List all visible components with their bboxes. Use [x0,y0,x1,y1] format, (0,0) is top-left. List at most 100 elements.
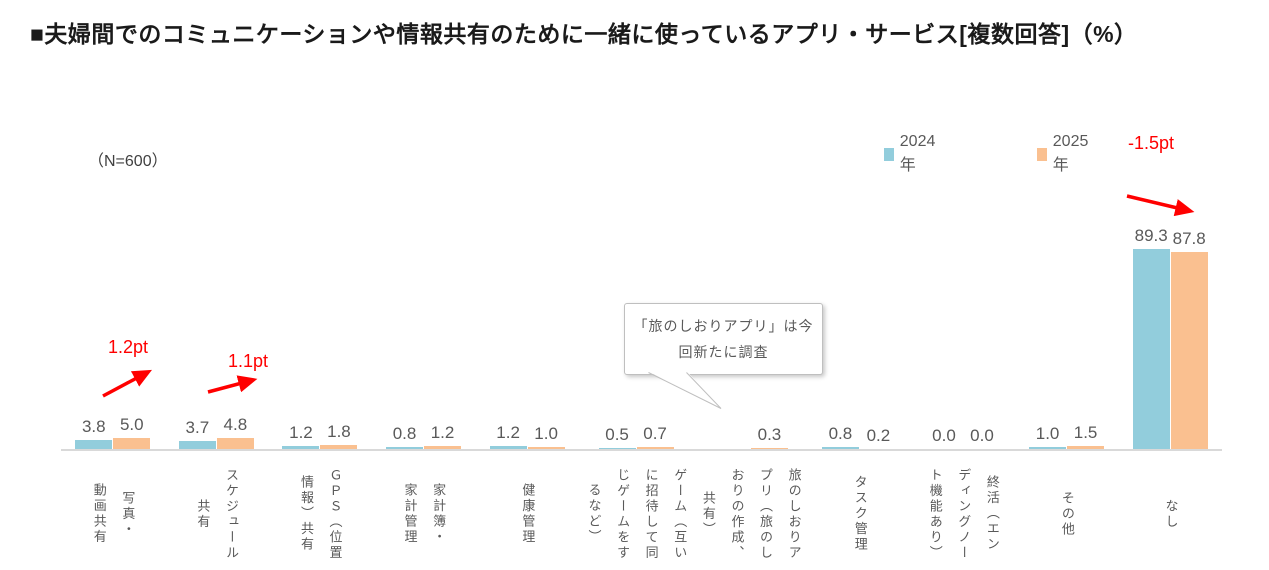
bar-cell-2024: 0.8 [821,424,859,450]
bar-2024 [1029,447,1067,450]
bar-cell-2025: 1.2 [424,423,462,450]
bar-cell-2025: 1.5 [1067,423,1105,450]
value-label-2024: 0.8 [828,424,853,444]
bar-group: 3.8 5.0 写真・ 動画共有 [61,150,165,570]
bar-cell-2025: 5.0 [113,415,151,450]
bar-2024 [282,446,320,450]
bar-group: 1.0 1.5 その他 [1015,150,1119,570]
bar-pair: 1.2 1.0 [475,150,579,450]
bar-group: 89.3 87.8 なし [1118,150,1222,570]
legend-label-2025: 2025年 [1052,133,1089,174]
bar-group: 0.0 0.0 終活（エン ディングノー ト機能あり） [911,150,1015,570]
category-label-wrap: なし [1118,458,1222,570]
category-label-wrap: 家計簿・ 家計管理 [372,458,476,570]
bar-cell-2024: 1.0 [1029,424,1067,450]
bar-2024 [75,440,113,450]
bar-group: 0.8 1.2 家計簿・ 家計管理 [372,150,476,570]
value-label-2024: 0.5 [605,425,629,445]
bar-pair: 89.3 87.8 [1118,150,1222,450]
value-label-2024: 1.0 [1035,424,1060,444]
bar-pair: 0.0 0.0 [911,150,1015,449]
bar-cell-2025: 0.3 [750,425,788,450]
bar-2024 [386,447,424,450]
bar-cell-2024: 1.2 [282,423,320,450]
bar-pair: 0.5 0.7 [579,150,693,450]
bar-pair: 3.7 4.8 [165,150,269,450]
category-label: 写真・ 動画共有 [91,483,136,546]
legend-swatch-2024 [884,147,894,161]
category-label-wrap: ＧＰＳ（位置 情報）共有 [268,458,372,570]
bar-cell-2024: 3.8 [75,417,113,450]
value-label-2025: 0.0 [970,426,994,446]
sample-size-note: （N=600） [88,153,168,170]
value-label-2025: 4.8 [223,415,248,435]
bar-2025 [1170,252,1208,450]
bar-cell-2025: 1.8 [320,422,358,450]
category-label: 家計簿・ 家計管理 [402,483,447,546]
bar-group: 0.5 0.7 ゲーム（互い に招待して同 じゲームをす るなど） [579,150,693,570]
bar-pair: 0.8 0.2 [808,150,912,450]
page-title: ■夫婦間でのコミュニケーションや情報共有のために一緒に使っているアプリ・サービス… [30,21,1138,47]
bar-2025 [216,438,254,450]
bar-2025 [527,447,565,450]
category-label-wrap: 旅のしおりア プリ（旅のし おりの作成、 共有） [693,458,807,570]
value-label-2025: 1.0 [534,424,558,444]
bar-cell-2024: 0.8 [386,424,424,450]
bar-cell-2024 [713,426,750,449]
delta-annotation-photo: 1.2pt [108,337,149,357]
category-label: タスク管理 [852,475,868,553]
value-label-2025: 87.8 [1172,229,1206,249]
bar-2025 [424,446,462,450]
bar-cell-2025: 0.0 [964,426,1001,449]
bar-2024 [489,446,527,450]
bar-cell-2025: 87.8 [1170,229,1208,450]
legend-item-2024: 2024年 [884,133,939,175]
bar-group: 3.7 4.8 スケジュール 共有 [165,150,269,570]
value-label-2025: 1.5 [1073,423,1098,443]
value-label-2025: 0.7 [643,424,667,444]
bar-2025 [1067,446,1105,450]
bar-cell-2024: 1.2 [489,423,527,450]
category-label-wrap: 健康管理 [475,458,579,570]
legend-item-2025: 2025年 [1037,133,1092,175]
bar-2025 [750,448,788,450]
bar-pair: 1.2 1.8 [268,150,372,450]
category-label-wrap: タスク管理 [808,458,912,570]
bar-group: 0.3 旅のしおりア プリ（旅のし おりの作成、 共有） [693,150,807,570]
bar-2025 [113,438,151,450]
value-label-2024: 1.2 [289,423,313,443]
category-label: ＧＰＳ（位置 情報）共有 [298,467,343,561]
value-label-2024: 0.8 [392,424,417,444]
value-label-2025: 0.3 [757,425,782,445]
value-label-2025: 0.2 [866,426,891,446]
value-label-2024: 89.3 [1134,226,1168,246]
category-label-wrap: ゲーム（互い に招待して同 じゲームをす るなど） [579,458,693,570]
bar-cell-2024: 89.3 [1132,226,1170,450]
value-label-2025: 5.0 [119,415,144,435]
value-label-2024: 1.2 [496,423,520,443]
bar-2025 [636,447,674,450]
bar-cell-2025: 0.7 [636,424,674,450]
value-label-2024: 3.8 [81,417,106,437]
bar-cell-2024: 0.0 [926,426,963,449]
bar-cell-2025: 4.8 [216,415,254,450]
category-label-wrap: スケジュール 共有 [165,458,269,570]
value-label-2025: 1.2 [430,423,455,443]
bar-pair: 1.0 1.5 [1015,150,1119,450]
category-label: 終活（エン ディングノー ト機能あり） [927,467,1000,561]
bar-2025 [320,445,358,450]
category-label-wrap: その他 [1015,458,1119,570]
category-label: 健康管理 [520,483,536,546]
bar-pair: 0.8 1.2 [372,150,476,450]
bar-group: 0.8 0.2 タスク管理 [808,150,912,570]
category-label: スケジュール 共有 [195,467,239,561]
delta-annotation-schedule: 1.1pt [228,351,269,371]
category-label: ゲーム（互い に招待して同 じゲームをす るなど） [586,467,688,561]
bar-cell-2025: 0.2 [860,426,897,449]
category-label-wrap: 終活（エン ディングノー ト機能あり） [911,458,1015,570]
category-label: その他 [1059,490,1075,538]
category-label: 旅のしおりア プリ（旅のし おりの作成、 共有） [700,467,802,561]
bar-cell-2024: 3.7 [178,418,216,450]
bar-pair: 3.8 5.0 [61,150,165,450]
bar-group: 1.2 1.0 健康管理 [475,150,579,570]
